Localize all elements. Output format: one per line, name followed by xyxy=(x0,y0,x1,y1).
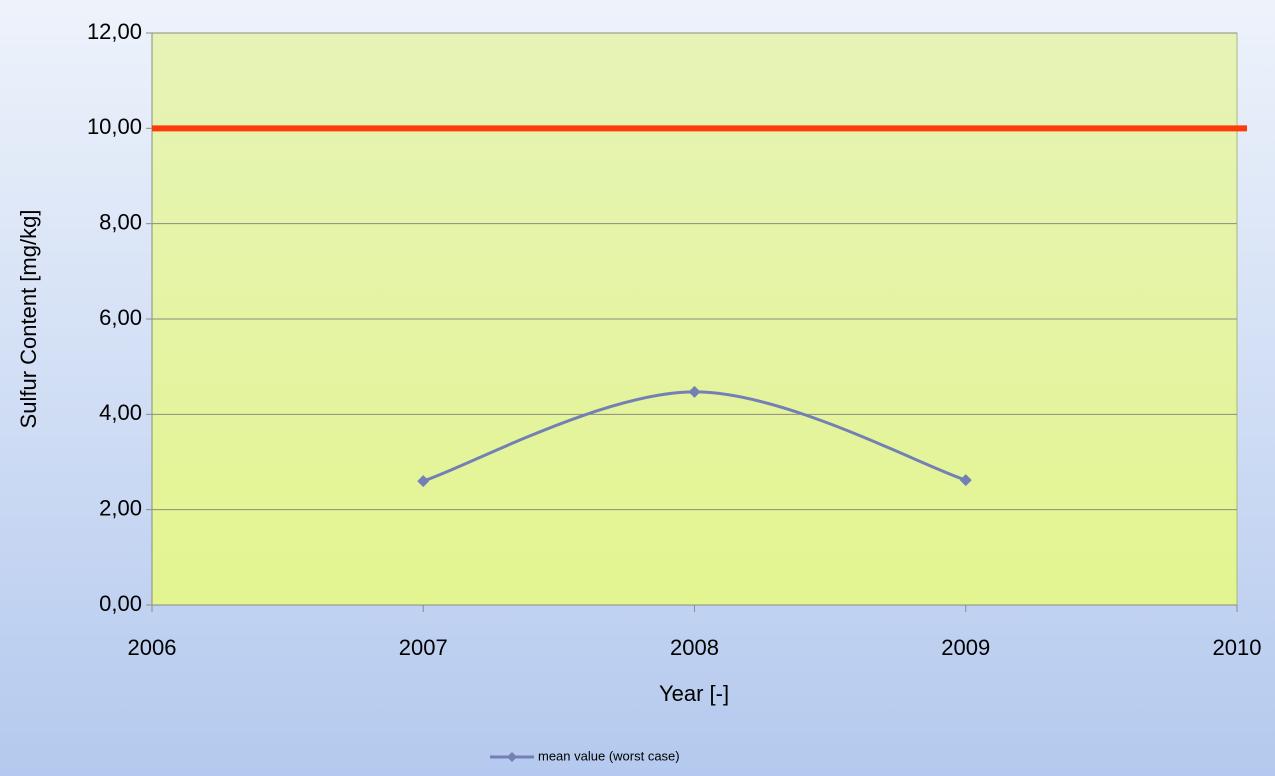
point-marker xyxy=(959,474,972,487)
y-tick-label: 2,00 xyxy=(99,495,142,520)
y-tick-label: 12,00 xyxy=(87,19,142,44)
point-marker xyxy=(417,475,430,488)
y-tick-label: 0,00 xyxy=(99,591,142,616)
y-tick-label: 4,00 xyxy=(99,400,142,425)
x-tick-label: 2007 xyxy=(399,635,448,660)
x-axis-label: Year [-] xyxy=(659,681,729,706)
y-axis-label: Sulfur Content [mg/kg] xyxy=(16,210,41,429)
y-tick-label: 8,00 xyxy=(99,209,142,234)
x-tick-label: 2008 xyxy=(670,635,719,660)
x-tick-label: 2010 xyxy=(1213,635,1262,660)
y-tick-label: 6,00 xyxy=(99,305,142,330)
point-marker xyxy=(688,385,701,398)
x-tick-label: 2009 xyxy=(941,635,990,660)
legend-marker xyxy=(507,752,517,762)
legend-label: mean value (worst case) xyxy=(538,748,680,763)
x-tick-label: 2006 xyxy=(128,635,177,660)
y-tick-label: 10,00 xyxy=(87,114,142,139)
